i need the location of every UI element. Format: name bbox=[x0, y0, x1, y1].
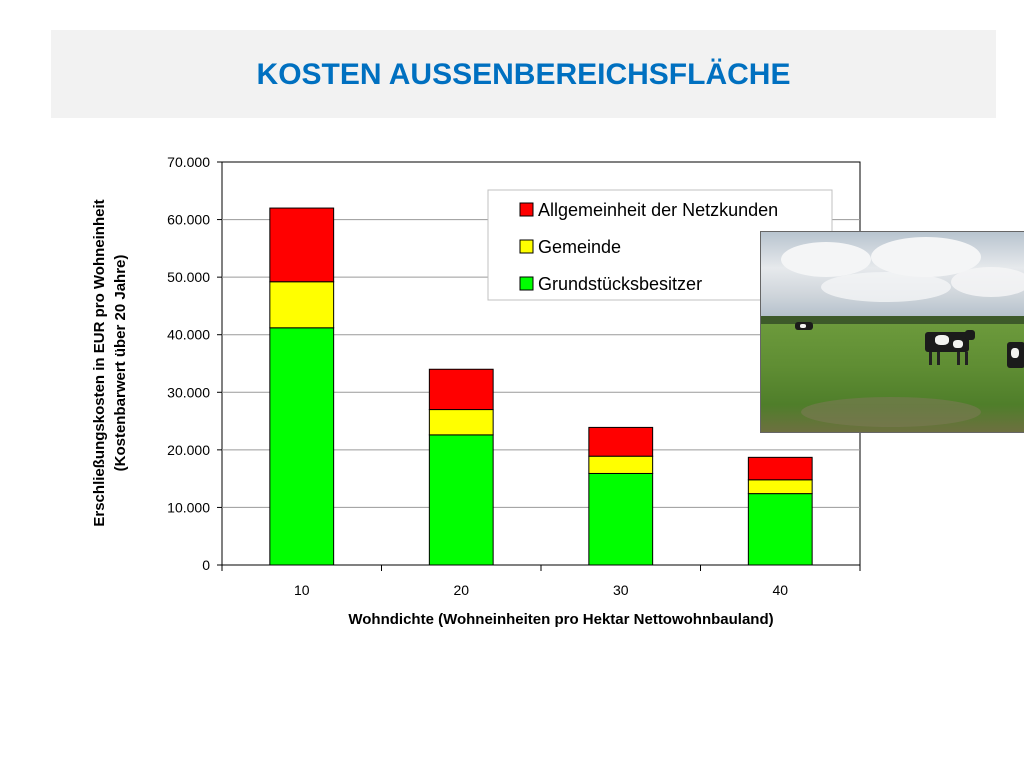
y-tick-label: 20.000 bbox=[167, 442, 210, 458]
photo-cloud bbox=[821, 272, 951, 302]
bar-segment bbox=[588, 472, 654, 566]
x-tick-label: 20 bbox=[453, 582, 469, 598]
bar-segment bbox=[747, 479, 813, 495]
bar-segment bbox=[588, 426, 654, 457]
bar-segment bbox=[747, 493, 813, 566]
bar-segment bbox=[269, 207, 335, 283]
cows-in-pasture-photo bbox=[760, 231, 1024, 433]
x-tick-label: 30 bbox=[613, 582, 629, 598]
x-axis-title: Wohndichte (Wohneinheiten pro Hektar Net… bbox=[348, 611, 773, 628]
bar-segment bbox=[269, 327, 335, 566]
x-tick-label: 40 bbox=[772, 582, 788, 598]
legend-label: Gemeinde bbox=[538, 237, 621, 257]
photo-treeline bbox=[761, 316, 1024, 326]
bar-segment bbox=[428, 434, 494, 566]
y-tick-label: 10.000 bbox=[167, 499, 210, 515]
legend-label: Grundstücksbesitzer bbox=[538, 274, 702, 294]
y-axis-title-line2: (Kostenbarwert über 20 Jahre) bbox=[112, 255, 129, 472]
x-axis-ticks: 10 20 30 40 bbox=[221, 565, 861, 598]
bars bbox=[269, 207, 813, 566]
title-band: KOSTEN AUSSENBEREICHSFLÄCHE bbox=[51, 30, 996, 118]
photo-cloud bbox=[781, 242, 871, 277]
bar-segment bbox=[428, 409, 494, 436]
bar-segment bbox=[428, 368, 494, 411]
bar-segment bbox=[269, 281, 335, 329]
legend-swatch bbox=[519, 276, 534, 291]
y-tick-label: 70.000 bbox=[167, 154, 210, 170]
y-tick-label: 40.000 bbox=[167, 327, 210, 343]
y-axis-title-line1: Erschließungskosten in EUR pro Wohneinhe… bbox=[91, 199, 108, 526]
photo-dirt bbox=[801, 397, 981, 427]
photo-cow bbox=[795, 322, 817, 334]
y-tick-label: 0 bbox=[202, 557, 210, 573]
bar-segment bbox=[588, 455, 654, 474]
x-tick-label: 10 bbox=[294, 582, 310, 598]
photo-cow bbox=[921, 328, 977, 368]
y-tick-label: 60.000 bbox=[167, 212, 210, 228]
legend-swatch bbox=[519, 202, 534, 217]
y-axis-ticks: 0 10.000 20.000 30.000 40.000 50.000 60.000 70.… bbox=[167, 154, 222, 573]
slide-title: KOSTEN AUSSENBEREICHSFLÄCHE bbox=[256, 58, 791, 91]
y-tick-label: 50.000 bbox=[167, 269, 210, 285]
legend-label: Allgemeinheit der Netzkunden bbox=[538, 200, 778, 220]
legend-swatch bbox=[519, 239, 534, 254]
bar-segment bbox=[747, 456, 813, 481]
photo-cloud bbox=[951, 267, 1024, 297]
y-tick-label: 30.000 bbox=[167, 384, 210, 400]
y-axis-title: Erschließungskosten in EUR pro Wohneinhe… bbox=[91, 199, 129, 526]
photo-cow bbox=[1003, 340, 1024, 380]
